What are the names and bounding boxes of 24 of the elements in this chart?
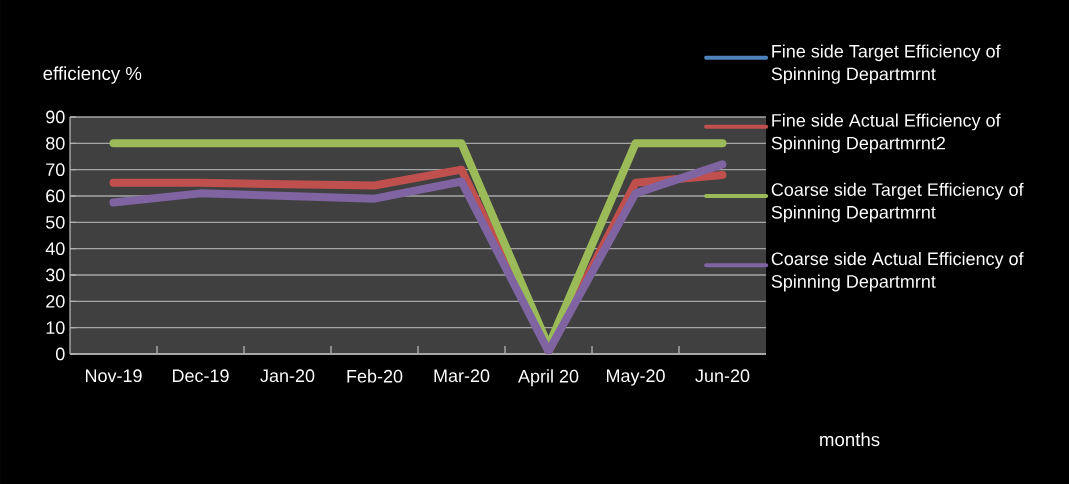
legend-label: Fine side Target Efficiency of Spinning Departmrnt <box>771 44 1001 84</box>
legend-label: Fine side Actual Efficiency of Spinning Departmrnt2 <box>771 113 1001 154</box>
y-tick-label: 0 <box>56 347 65 361</box>
x-tick-label: May-20 <box>606 369 665 386</box>
x-tick-label: Jan-20 <box>260 369 315 383</box>
y-tick-label: 10 <box>46 321 65 335</box>
x-tick-label: Nov-19 <box>85 369 142 383</box>
legend-label: Coarse side Target Efficiency of Spinning Departmrnt <box>771 182 1024 223</box>
x-tick-label: Jun-20 <box>695 369 750 383</box>
legend-label: Coarse side Actual Efficiency of Spinning Departmrnt <box>771 251 1024 292</box>
y-axis-title: efficiency % <box>43 66 142 84</box>
y-tick-label: 60 <box>46 189 65 203</box>
y-tick-label: 80 <box>46 136 65 150</box>
x-tick-label: Dec-19 <box>172 369 229 383</box>
y-tick-label: 70 <box>46 163 65 177</box>
x-axis-title: months <box>820 432 880 447</box>
y-tick-label: 40 <box>45 242 65 256</box>
y-tick-label: 20 <box>46 294 65 308</box>
x-tick-label: April 20 <box>518 369 579 387</box>
y-tick-label: 30 <box>45 268 65 282</box>
y-tick-label: 50 <box>45 215 65 229</box>
y-tick-label: 90 <box>46 110 65 124</box>
x-tick-label: Feb-20 <box>347 369 403 383</box>
x-tick-label: Mar-20 <box>434 369 490 383</box>
